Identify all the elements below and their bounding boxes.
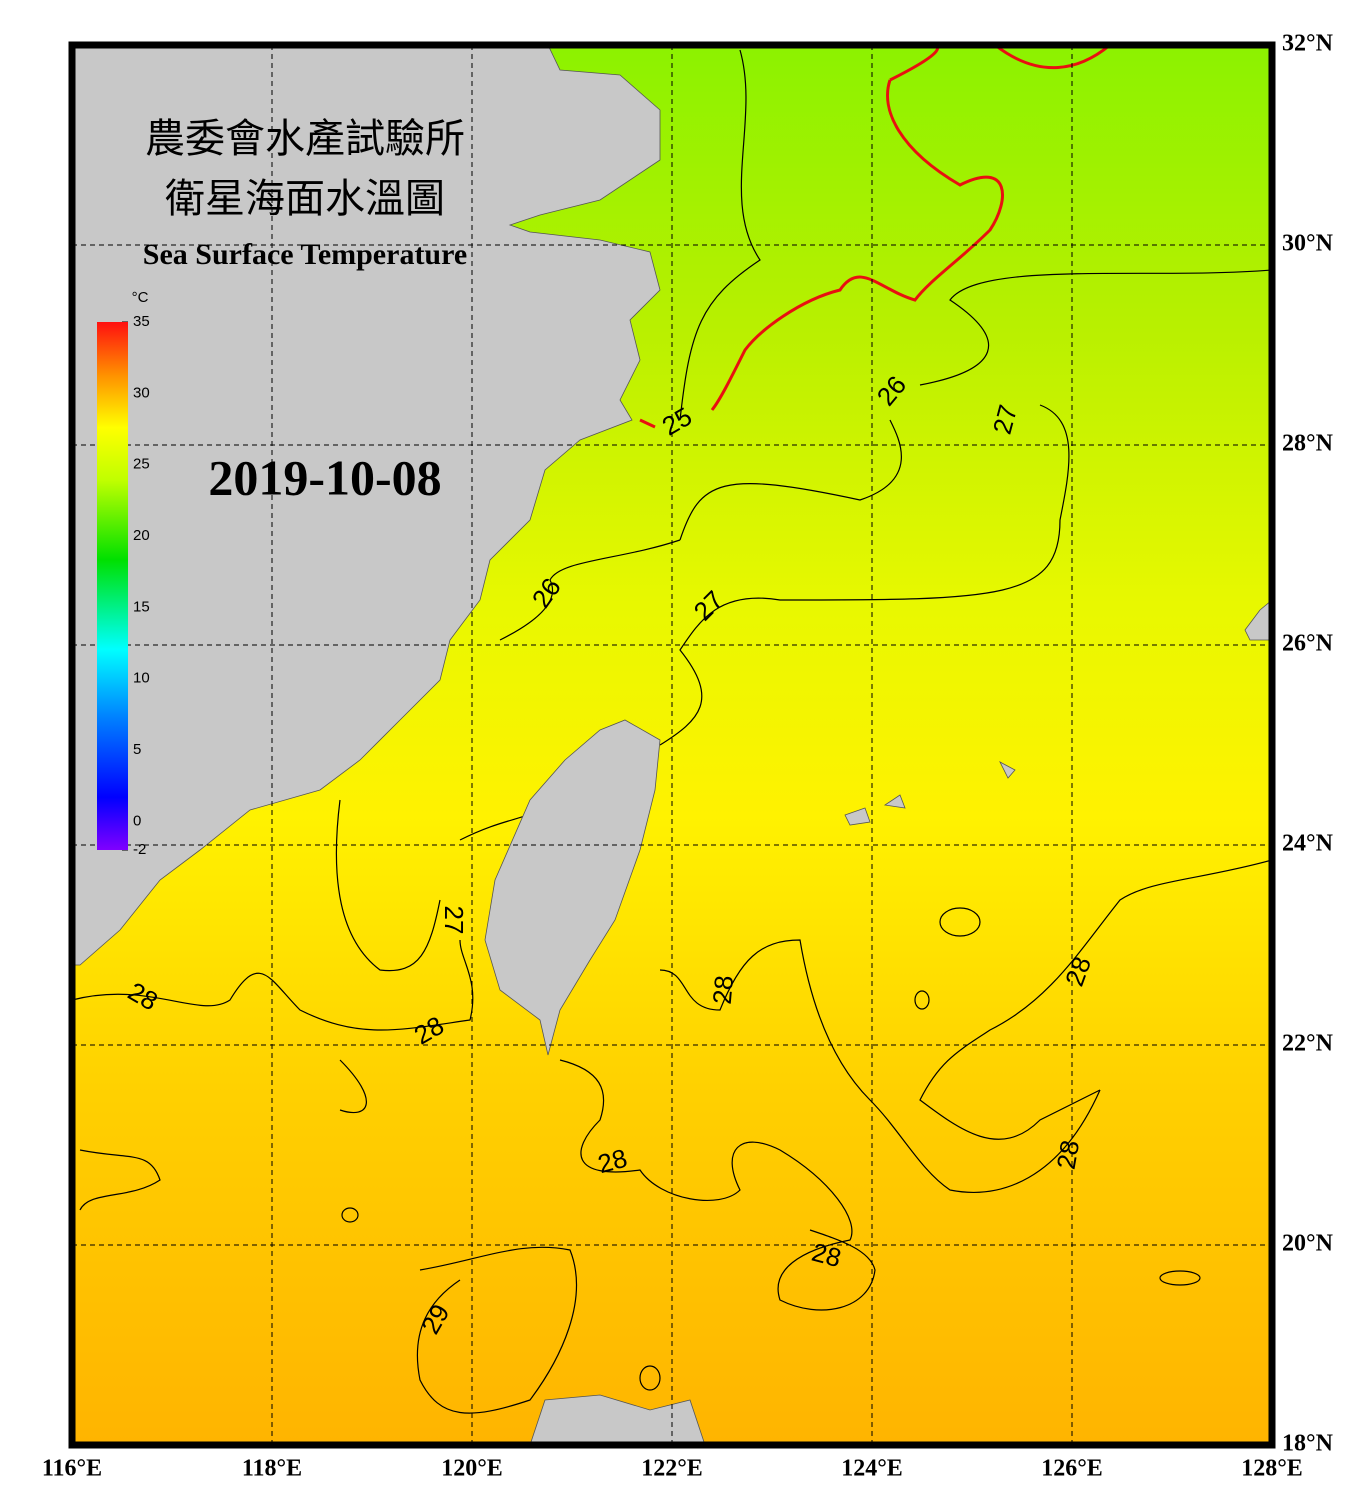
lon-tick-label: 128°E	[1241, 1456, 1303, 1482]
lon-tick-label: 122°E	[641, 1456, 703, 1482]
land-taiwan	[484, 719, 661, 1056]
contour-line	[79, 1059, 367, 1211]
contour-line	[679, 419, 902, 541]
lat-tick-label: 22°N	[1282, 1031, 1334, 1057]
colorbar-tick-label: 15	[133, 598, 150, 615]
lat-tick-label: 30°N	[1282, 231, 1334, 257]
contour-line	[1159, 1270, 1201, 1286]
colorbar-tick-label: 35	[133, 313, 150, 330]
contour-line	[499, 539, 681, 641]
lon-tick-label: 118°E	[242, 1456, 302, 1482]
colorbar-tick-label: -2	[133, 841, 146, 858]
title-en: Sea Surface Temperature	[143, 238, 467, 271]
contour-label: 28	[707, 974, 739, 1005]
lon-tick-label: 126°E	[1041, 1456, 1103, 1482]
colorbar-tick-label: 10	[133, 670, 150, 687]
colorbar-tick-label: 5	[133, 741, 141, 758]
contour-line	[559, 1059, 876, 1311]
contour-line-25	[639, 418, 656, 429]
land-island	[1244, 599, 1272, 641]
contour-line	[939, 907, 981, 937]
contour-label: 27	[439, 906, 469, 935]
lon-tick-label: 120°E	[441, 1456, 503, 1482]
contour-label: 28	[1051, 1138, 1086, 1172]
lat-tick-label: 20°N	[1282, 1231, 1334, 1257]
colorbar-unit: °C	[132, 289, 149, 306]
lat-tick-label: 28°N	[1282, 431, 1334, 457]
contour-line	[659, 939, 1101, 1193]
title-zh-1: 農委會水產試驗所	[145, 116, 465, 161]
colorbar-tick-label: 0	[133, 812, 141, 829]
land-island	[844, 761, 1016, 826]
colorbar-tick-label: 30	[133, 384, 150, 401]
colorbar-tick-label: 25	[133, 456, 150, 473]
date: 2019-10-08	[208, 449, 441, 505]
land-mainland	[72, 45, 661, 966]
contour-line	[914, 990, 930, 1010]
land-luzon	[529, 1394, 706, 1445]
contour-line	[659, 404, 1070, 746]
lat-tick-label: 24°N	[1282, 831, 1334, 857]
colorbar-tick-label: 20	[133, 527, 150, 544]
contour-line	[639, 1365, 661, 1391]
map-frame	[68, 41, 1276, 1449]
lat-tick-label: 32°N	[1282, 31, 1334, 57]
colorbar	[97, 322, 128, 850]
title-zh-2: 衛星海面水溫圖	[165, 176, 445, 221]
contour-line	[919, 269, 1272, 386]
lat-tick-label: 18°N	[1282, 1431, 1334, 1457]
lon-tick-label: 116°E	[42, 1456, 102, 1482]
contour-line	[679, 49, 761, 421]
contour-line	[72, 939, 474, 1031]
lon-tick-label: 124°E	[841, 1456, 903, 1482]
lat-tick-label: 26°N	[1282, 631, 1334, 657]
contour-line	[341, 1207, 359, 1223]
contour-line	[416, 1246, 578, 1414]
